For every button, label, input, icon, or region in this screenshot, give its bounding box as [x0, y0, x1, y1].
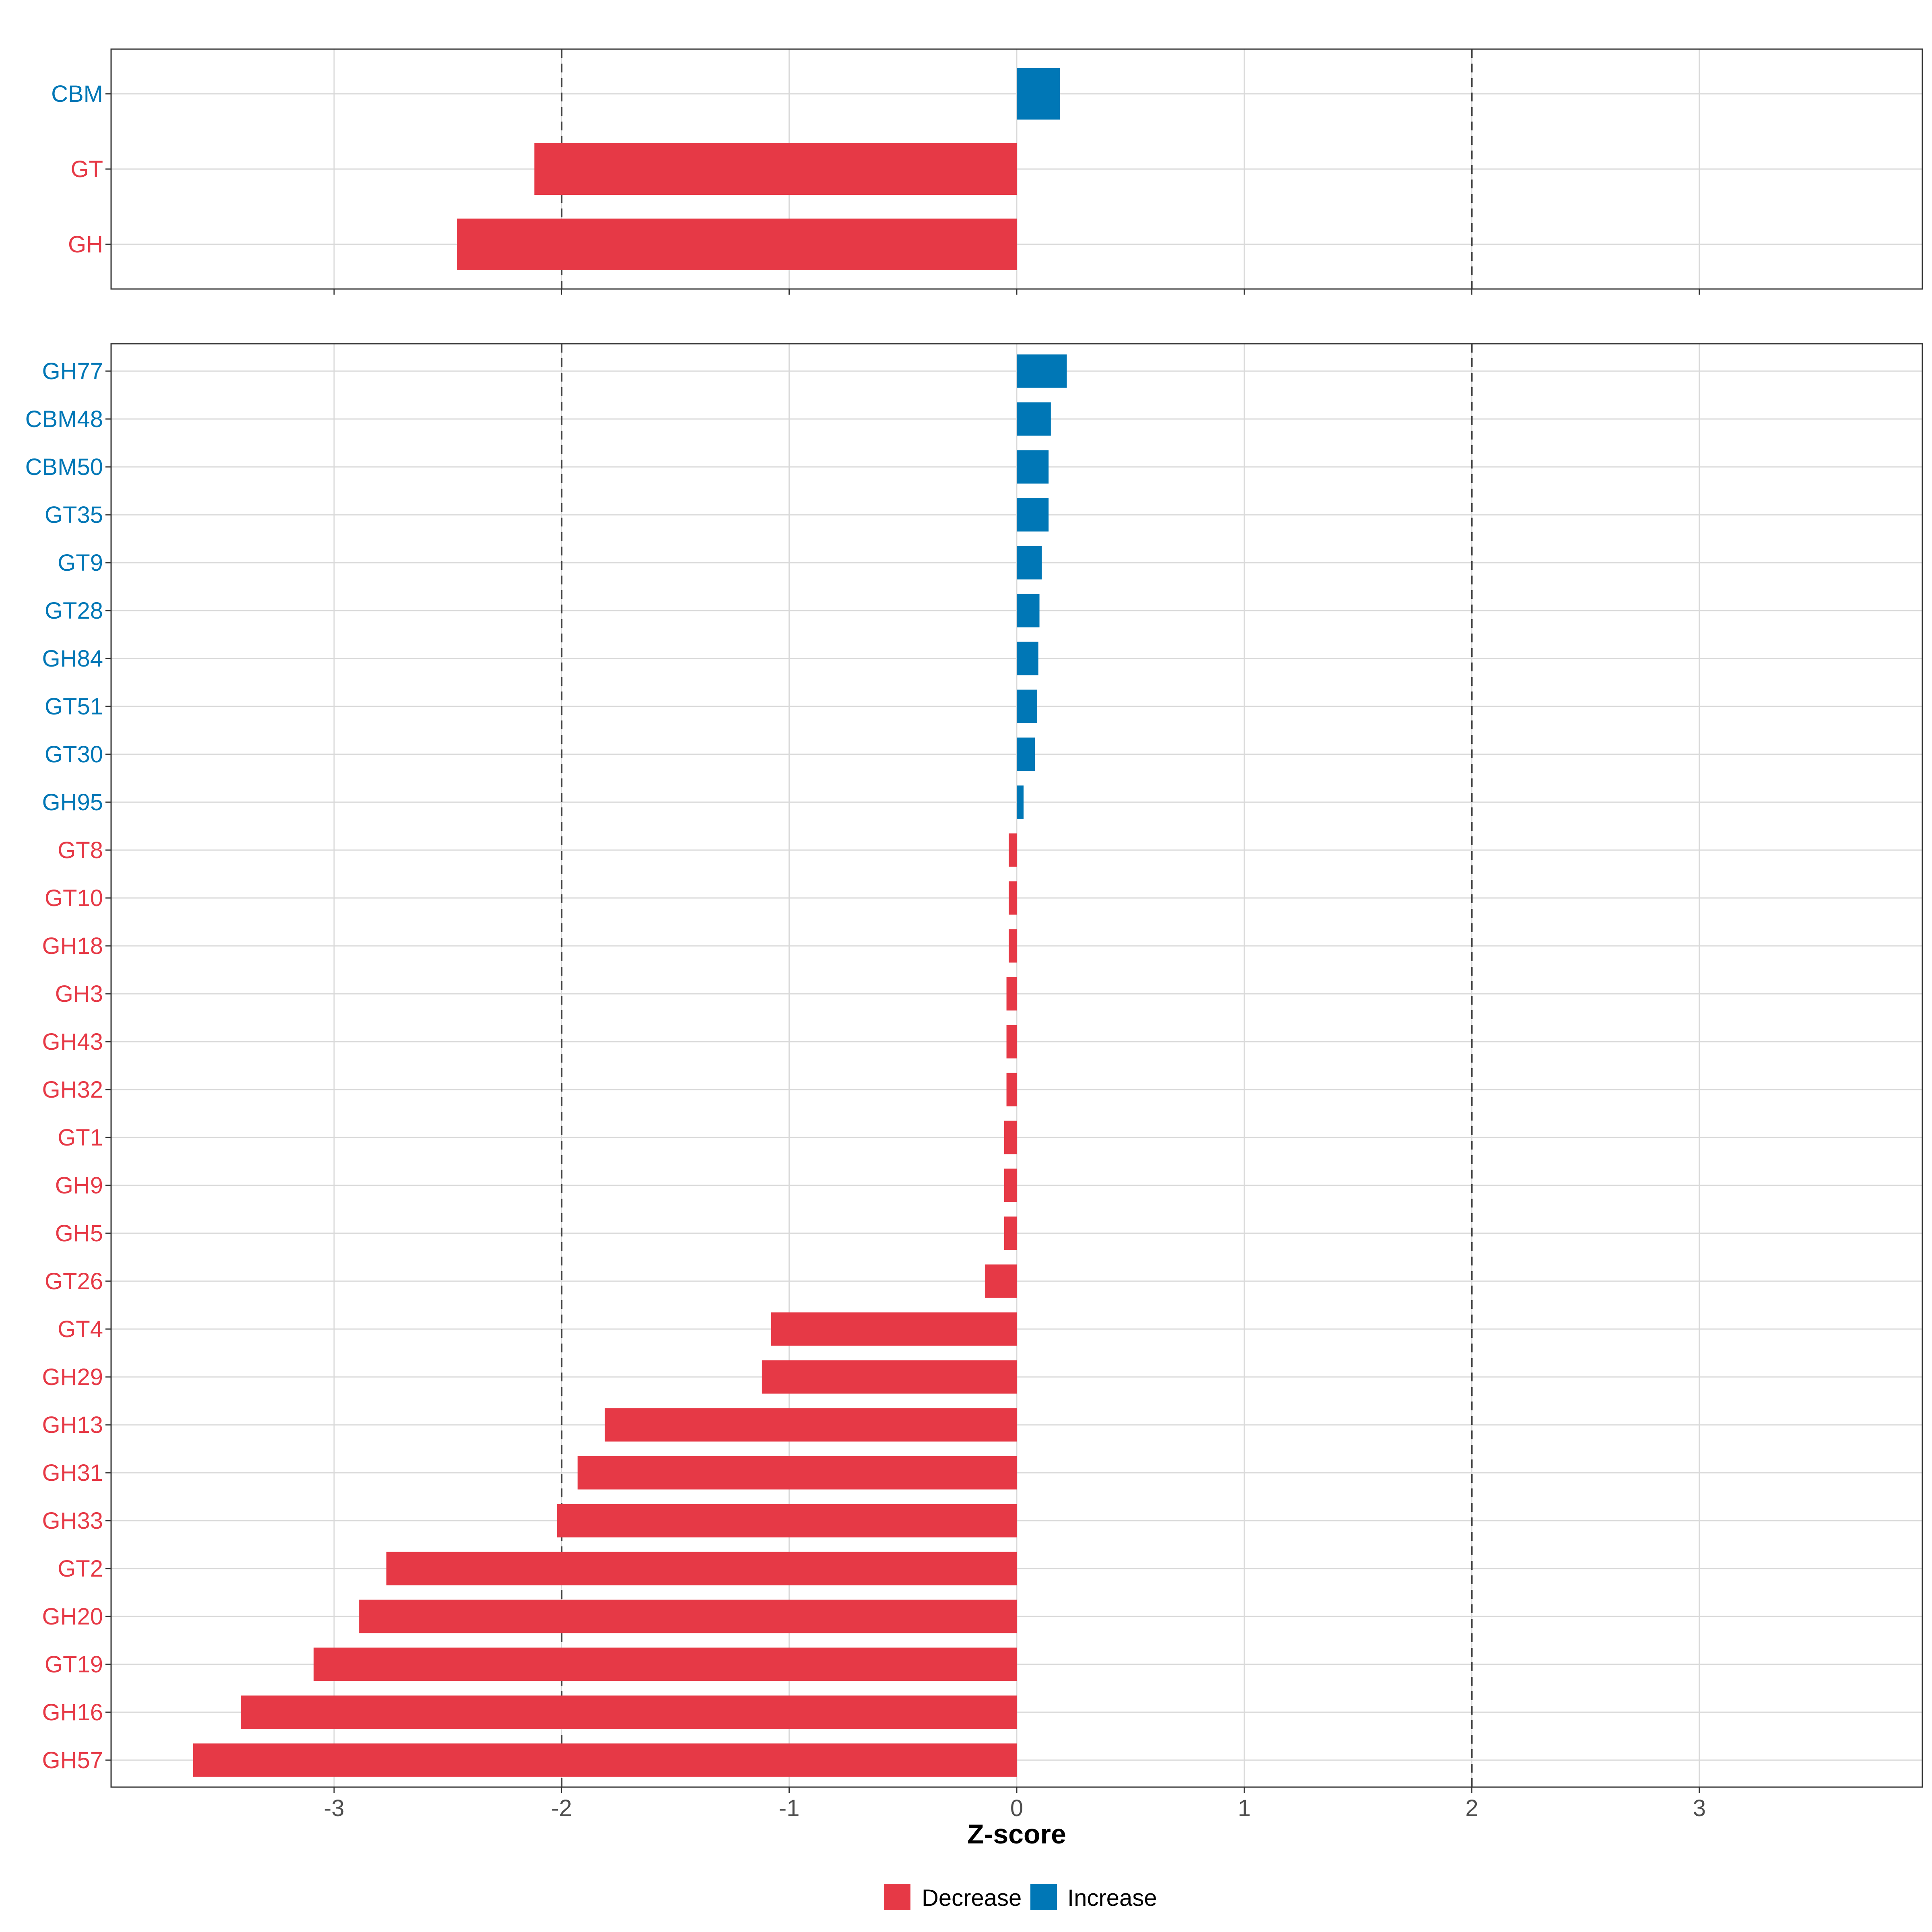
- y-label-gh84: GH84: [42, 646, 103, 672]
- bar-gt30: [1017, 737, 1035, 771]
- y-label-gh3: GH3: [55, 981, 103, 1007]
- bar-cbm48: [1017, 402, 1051, 436]
- legend: Decrease Increase: [884, 1884, 1157, 1911]
- bar-gh3: [1006, 977, 1017, 1011]
- bar-gh20: [359, 1600, 1017, 1633]
- bar-gh9: [1004, 1168, 1017, 1202]
- y-label-gt8: GT8: [58, 837, 103, 863]
- y-label-gh77: GH77: [42, 358, 103, 384]
- y-label-gt: GT: [70, 156, 103, 182]
- bar-gt4: [771, 1312, 1017, 1346]
- bar-gh57: [193, 1743, 1017, 1777]
- bar-gt26: [985, 1264, 1017, 1298]
- y-label-gt51: GT51: [45, 694, 103, 720]
- bar-gh32: [1006, 1073, 1017, 1106]
- y-label-gt2: GT2: [58, 1556, 103, 1582]
- y-label-gt26: GT26: [45, 1268, 103, 1294]
- bar-gh13: [605, 1408, 1017, 1442]
- x-tick-label: -2: [551, 1795, 572, 1821]
- bar-gh16: [241, 1695, 1017, 1729]
- bar-gt9: [1017, 546, 1042, 580]
- family-panel: GH77 CBM48 CBM50 GT35 GT9 GT28 GH84 GT51 GT30 GH9…: [25, 343, 1923, 1793]
- legend-label-increase: Increase: [1067, 1885, 1157, 1911]
- x-axis-title: Z-score: [967, 1819, 1066, 1849]
- y-label-cbm48: CBM48: [25, 406, 103, 432]
- x-tick-label: -3: [324, 1795, 345, 1821]
- y-label-gt4: GT4: [58, 1316, 103, 1342]
- y-label-gh5: GH5: [55, 1220, 103, 1247]
- y-label-gh31: GH31: [42, 1460, 103, 1486]
- y-label-gh33: GH33: [42, 1508, 103, 1534]
- bar-gh84: [1017, 642, 1038, 675]
- y-label-gt35: GT35: [45, 502, 103, 528]
- x-tick-label: 0: [1010, 1795, 1023, 1821]
- y-label-gt19: GT19: [45, 1651, 103, 1678]
- y-label-gh20: GH20: [42, 1604, 103, 1630]
- y-label-gt28: GT28: [45, 598, 103, 624]
- bar-gh29: [762, 1360, 1017, 1394]
- bar-gt51: [1017, 689, 1037, 723]
- legend-label-decrease: Decrease: [922, 1885, 1022, 1911]
- bar-gh: [457, 219, 1017, 270]
- y-label-gh: GH: [68, 231, 103, 258]
- y-label-gt1: GT1: [58, 1125, 103, 1151]
- bar-gt10: [1009, 881, 1017, 915]
- x-axis: -3 -2 -1 0 1 2 3: [324, 1795, 1706, 1821]
- y-label-gh43: GH43: [42, 1029, 103, 1055]
- bar-gh43: [1006, 1025, 1017, 1059]
- y-label-cbm50: CBM50: [25, 454, 103, 480]
- x-tick-label: 3: [1693, 1795, 1706, 1821]
- y-label-cbm: CBM: [51, 81, 103, 107]
- bar-gh18: [1009, 929, 1017, 963]
- y-label-gt10: GT10: [45, 885, 103, 911]
- y-label-gh9: GH9: [55, 1172, 103, 1199]
- class-panel: CBM GT GH: [51, 48, 1923, 295]
- bar-gt35: [1017, 498, 1049, 532]
- x-tick-label: 1: [1238, 1795, 1251, 1821]
- bar-gt8: [1009, 833, 1017, 867]
- legend-swatch-decrease: [884, 1884, 910, 1910]
- legend-swatch-increase: [1030, 1884, 1057, 1910]
- bar-gt2: [386, 1552, 1017, 1585]
- panel-border: [110, 48, 1923, 290]
- bar-gh31: [577, 1456, 1017, 1490]
- y-label-gh29: GH29: [42, 1364, 103, 1390]
- x-tick-label: -1: [779, 1795, 800, 1821]
- bar-gh33: [557, 1504, 1017, 1538]
- bar-cbm: [1017, 68, 1060, 120]
- bar-gt28: [1017, 594, 1040, 627]
- x-tick-label: 2: [1466, 1795, 1478, 1821]
- bar-gh95: [1017, 785, 1024, 819]
- bar-gt19: [314, 1647, 1017, 1681]
- bar-gh5: [1004, 1216, 1017, 1250]
- y-label-gh13: GH13: [42, 1412, 103, 1438]
- bar-gt1: [1004, 1121, 1017, 1154]
- y-label-gt30: GT30: [45, 741, 103, 768]
- bar-cbm50: [1017, 450, 1049, 484]
- y-label-gt9: GT9: [58, 550, 103, 576]
- y-label-gh32: GH32: [42, 1077, 103, 1103]
- bar-gh77: [1017, 354, 1067, 388]
- y-label-gh18: GH18: [42, 933, 103, 959]
- y-label-gh57: GH57: [42, 1747, 103, 1773]
- bar-gt: [534, 143, 1017, 195]
- panel-border: [110, 343, 1923, 1788]
- y-label-gh16: GH16: [42, 1699, 103, 1726]
- y-label-gh95: GH95: [42, 789, 103, 815]
